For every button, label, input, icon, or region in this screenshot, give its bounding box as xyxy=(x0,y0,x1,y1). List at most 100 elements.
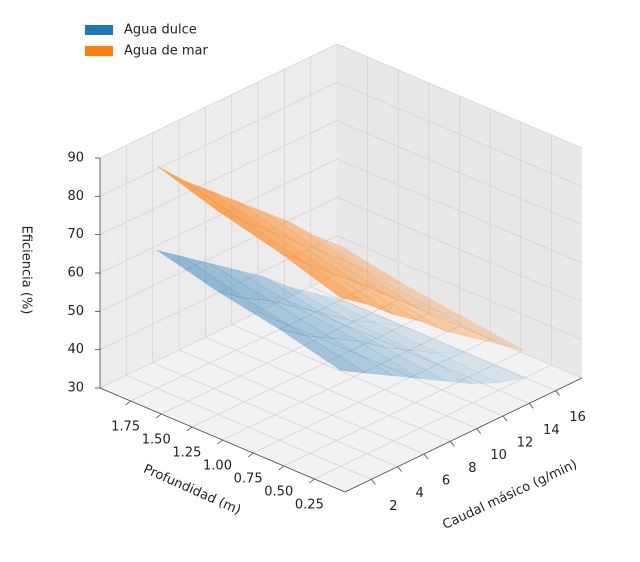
x-tick-label: 10 xyxy=(490,448,507,463)
grid-line xyxy=(130,286,368,402)
tick-mark xyxy=(186,426,193,432)
y-tick-label: 1.75 xyxy=(111,420,140,435)
surface-patch xyxy=(209,263,298,308)
tick-mark xyxy=(502,415,508,422)
tick-mark xyxy=(371,479,376,485)
tick-mark xyxy=(278,465,284,471)
z-tick-label: 90 xyxy=(67,151,84,166)
grid-line xyxy=(336,273,583,379)
legend-swatch xyxy=(85,46,113,56)
surface-patch xyxy=(358,283,447,332)
x-tick-label: 6 xyxy=(442,474,450,489)
y-tick-label: 0.75 xyxy=(234,472,263,487)
tick-mark xyxy=(309,478,315,484)
surface-patch xyxy=(384,293,473,339)
surface-patch xyxy=(288,286,377,324)
x-tick-label: 4 xyxy=(416,486,424,501)
grid-line xyxy=(336,158,583,264)
x-tick-label: 16 xyxy=(569,410,586,425)
y-tick-label: 1.50 xyxy=(142,433,171,448)
surface-patch xyxy=(376,322,464,354)
surface-patch xyxy=(323,313,412,351)
y-tick-label: 0.25 xyxy=(295,498,324,513)
grid-line xyxy=(161,299,399,415)
surface-patch xyxy=(437,310,526,352)
surface-patch xyxy=(305,335,394,377)
surface-patch xyxy=(262,210,351,264)
grid-line xyxy=(99,158,338,274)
x-tick-label: 12 xyxy=(517,436,534,451)
grid-line xyxy=(222,325,460,441)
surface-patch xyxy=(244,297,333,339)
tick-mark xyxy=(423,453,429,460)
x-axis-label: Caudal másico (g/min) xyxy=(440,457,579,533)
surface-patch xyxy=(156,165,245,222)
grid-line xyxy=(314,364,552,480)
grid-line xyxy=(191,312,430,428)
surface-patch xyxy=(297,241,385,295)
z-axis-label: Eficiencia (%) xyxy=(19,226,34,315)
surface-patch xyxy=(410,349,499,385)
grid-line xyxy=(336,81,583,187)
x-tick-label: 2 xyxy=(389,499,397,514)
surface-patch xyxy=(314,235,403,284)
y-tick-label: 0.50 xyxy=(264,485,293,500)
tick-mark xyxy=(125,400,131,406)
grid-line xyxy=(99,273,338,389)
grid-line xyxy=(336,235,583,341)
surface-patch xyxy=(288,221,377,278)
z-tick-label: 70 xyxy=(67,227,84,242)
z-tick-label: 30 xyxy=(67,381,84,396)
surface-patch xyxy=(349,320,438,354)
tick-mark xyxy=(529,403,534,409)
grid-line xyxy=(336,196,583,302)
surface-patch xyxy=(437,351,526,383)
surface-patch xyxy=(279,252,368,305)
grid-line xyxy=(252,338,491,454)
surface-patch xyxy=(349,262,438,311)
surface-patch xyxy=(235,269,324,315)
surface-patch xyxy=(358,340,447,382)
grid-line xyxy=(99,196,338,312)
grid-line xyxy=(336,43,583,149)
surface-patch xyxy=(279,328,368,374)
tick-mark xyxy=(156,413,162,419)
legend-label: Agua de mar xyxy=(124,44,208,59)
surface-patch xyxy=(262,276,351,321)
y-axis-line xyxy=(99,387,346,493)
z-tick-label: 60 xyxy=(67,266,84,281)
legend-swatch xyxy=(85,25,113,35)
x-tick-label: 8 xyxy=(468,461,476,476)
tick-mark xyxy=(397,466,402,472)
grid-line xyxy=(99,81,338,197)
surface-patch xyxy=(314,292,403,326)
tick-mark xyxy=(247,452,254,458)
x-tick-label: 14 xyxy=(543,423,560,438)
z-tick-label: 40 xyxy=(67,342,84,357)
surface-patch xyxy=(410,303,499,345)
surface-patch xyxy=(183,179,272,233)
tick-mark xyxy=(476,428,481,434)
tick-mark xyxy=(555,390,560,396)
y-tick-label: 1.25 xyxy=(172,446,201,461)
surface-patch xyxy=(209,190,298,243)
surface-patch xyxy=(156,250,245,299)
surface-patch xyxy=(331,338,420,379)
y-tick-label: 1.00 xyxy=(203,459,232,474)
surface-patch xyxy=(218,291,306,336)
grid-line xyxy=(283,351,521,467)
grid-line xyxy=(99,43,338,159)
tick-mark xyxy=(450,441,455,447)
surface-patch xyxy=(323,252,412,305)
grid-line xyxy=(99,120,338,236)
tick-mark xyxy=(217,439,223,445)
surface-patch xyxy=(183,256,272,302)
surface-patch xyxy=(376,276,464,318)
surface-patch xyxy=(384,347,473,385)
surface-patch xyxy=(270,300,359,342)
surface-patch xyxy=(297,307,385,348)
x-axis-line xyxy=(344,377,583,493)
legend-label: Agua dulce xyxy=(124,23,197,38)
z-tick-label: 80 xyxy=(67,189,84,204)
